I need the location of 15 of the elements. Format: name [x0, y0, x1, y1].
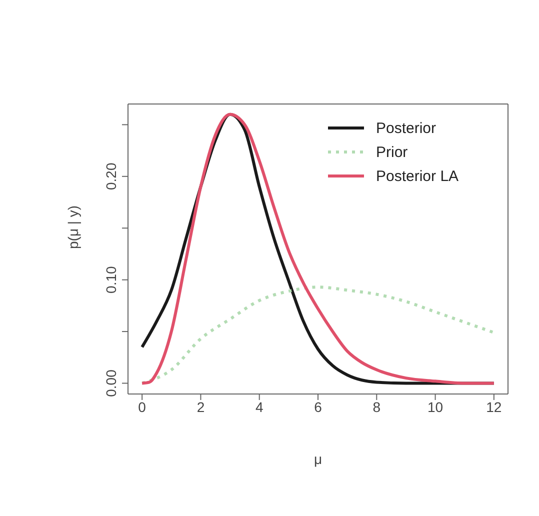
legend-label: Posterior LA [375, 166, 459, 186]
y-axis-title: p(μ | y) [64, 205, 81, 249]
y-tick-label: 0.00 [103, 369, 119, 397]
y-tick-label: 0.10 [103, 266, 119, 294]
x-tick-label: 12 [486, 398, 502, 415]
y-tick-label: 0.20 [103, 162, 119, 190]
x-tick-label: 4 [255, 398, 264, 415]
legend-label: Posterior [375, 118, 438, 138]
x-tick-label: 8 [372, 398, 381, 415]
x-tick-label: 0 [138, 398, 146, 415]
legend-label: Prior [375, 142, 409, 162]
x-tick-label: 2 [196, 398, 205, 415]
x-tick-label: 10 [427, 398, 444, 415]
x-tick-label: 6 [314, 398, 322, 415]
x-axis-title: μ [314, 451, 322, 467]
